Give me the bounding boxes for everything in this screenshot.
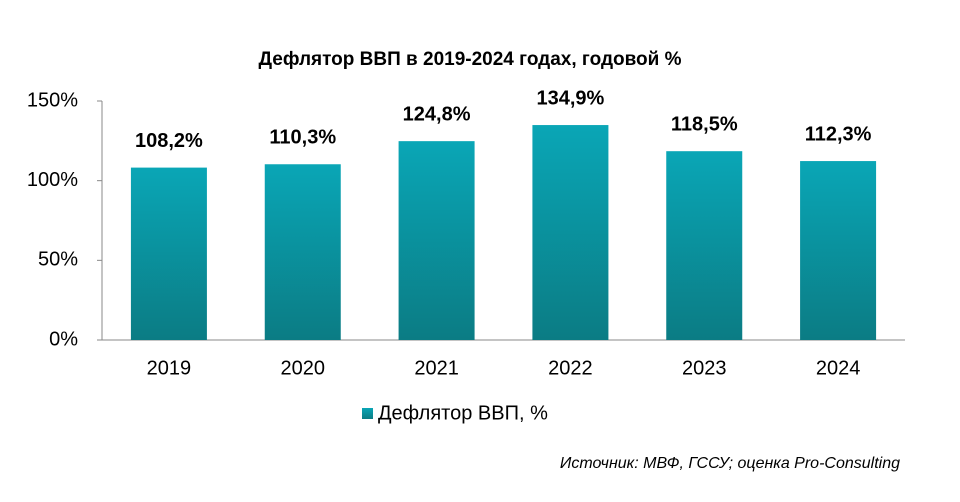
- y-tick-label: 50%: [38, 249, 78, 271]
- x-tick-label: 2020: [281, 357, 326, 379]
- legend-label: Дефлятор ВВП, %: [378, 402, 548, 424]
- value-label: 112,3%: [805, 123, 872, 145]
- value-label: 118,5%: [671, 113, 738, 135]
- x-tick-label: 2022: [548, 357, 593, 379]
- value-label: 110,3%: [269, 127, 336, 149]
- bar: [666, 151, 743, 340]
- bar: [398, 141, 475, 340]
- bar: [264, 164, 341, 340]
- y-tick-label: 0%: [49, 328, 78, 350]
- y-tick-label: 100%: [27, 169, 78, 191]
- x-tick-label: 2019: [147, 357, 192, 379]
- bar: [532, 125, 609, 341]
- legend-swatch: [362, 408, 373, 419]
- source-note: Источник: МВФ, ГССУ; оценка Pro-Consulti…: [560, 455, 900, 472]
- value-label: 124,8%: [403, 103, 471, 125]
- x-tick-label: 2021: [414, 357, 459, 379]
- x-tick-label: 2023: [682, 357, 727, 379]
- value-label: 134,9%: [536, 87, 604, 109]
- chart-title: Дефлятор ВВП в 2019-2024 годах, годовой …: [258, 49, 681, 70]
- bar: [130, 167, 207, 340]
- value-label: 108,2%: [135, 130, 203, 152]
- x-tick-label: 2024: [816, 357, 861, 379]
- bar: [800, 161, 877, 340]
- y-tick-label: 150%: [27, 89, 78, 111]
